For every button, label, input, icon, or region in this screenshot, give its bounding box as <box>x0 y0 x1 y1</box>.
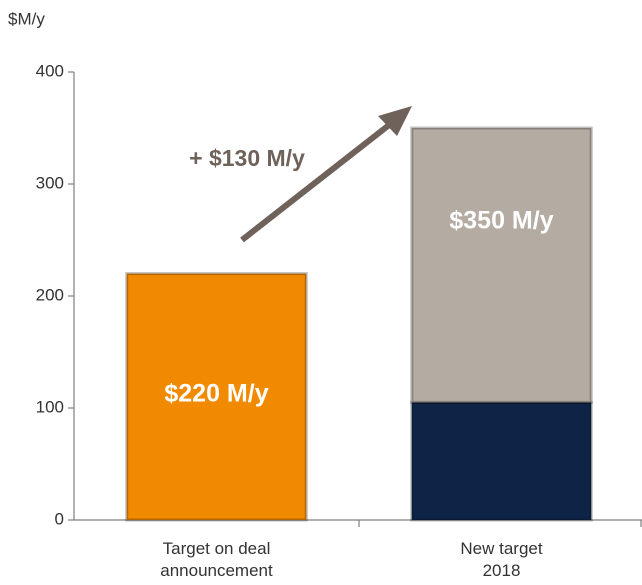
bar-segment <box>410 400 593 522</box>
y-tick-label: 200 <box>36 285 64 304</box>
x-tick-label-line: New target <box>460 539 542 558</box>
arrow-shaft <box>240 115 400 243</box>
y-tick-label: 300 <box>36 173 64 192</box>
x-tick-label-line: Target on deal <box>163 539 271 558</box>
bar-total-label: $350 M/y <box>449 207 553 235</box>
arrow-head <box>378 106 412 136</box>
x-tick-label-line: 2018 <box>483 561 521 580</box>
x-tick-label: New target 2018 <box>460 539 542 580</box>
annotation: + $130 M/y <box>189 145 305 171</box>
x-tick-label-line: announcement <box>160 561 273 580</box>
bar-segment <box>125 272 308 522</box>
y-tick-label: 0 <box>55 509 64 528</box>
y-axis-label: $M/y <box>8 9 45 28</box>
bar-segment <box>410 126 593 404</box>
x-tick-label: Target on deal announcement <box>160 539 273 580</box>
y-tick-label: 400 <box>36 61 64 80</box>
bar-total-label: $220 M/y <box>164 380 268 408</box>
y-tick-label: 100 <box>36 397 64 416</box>
